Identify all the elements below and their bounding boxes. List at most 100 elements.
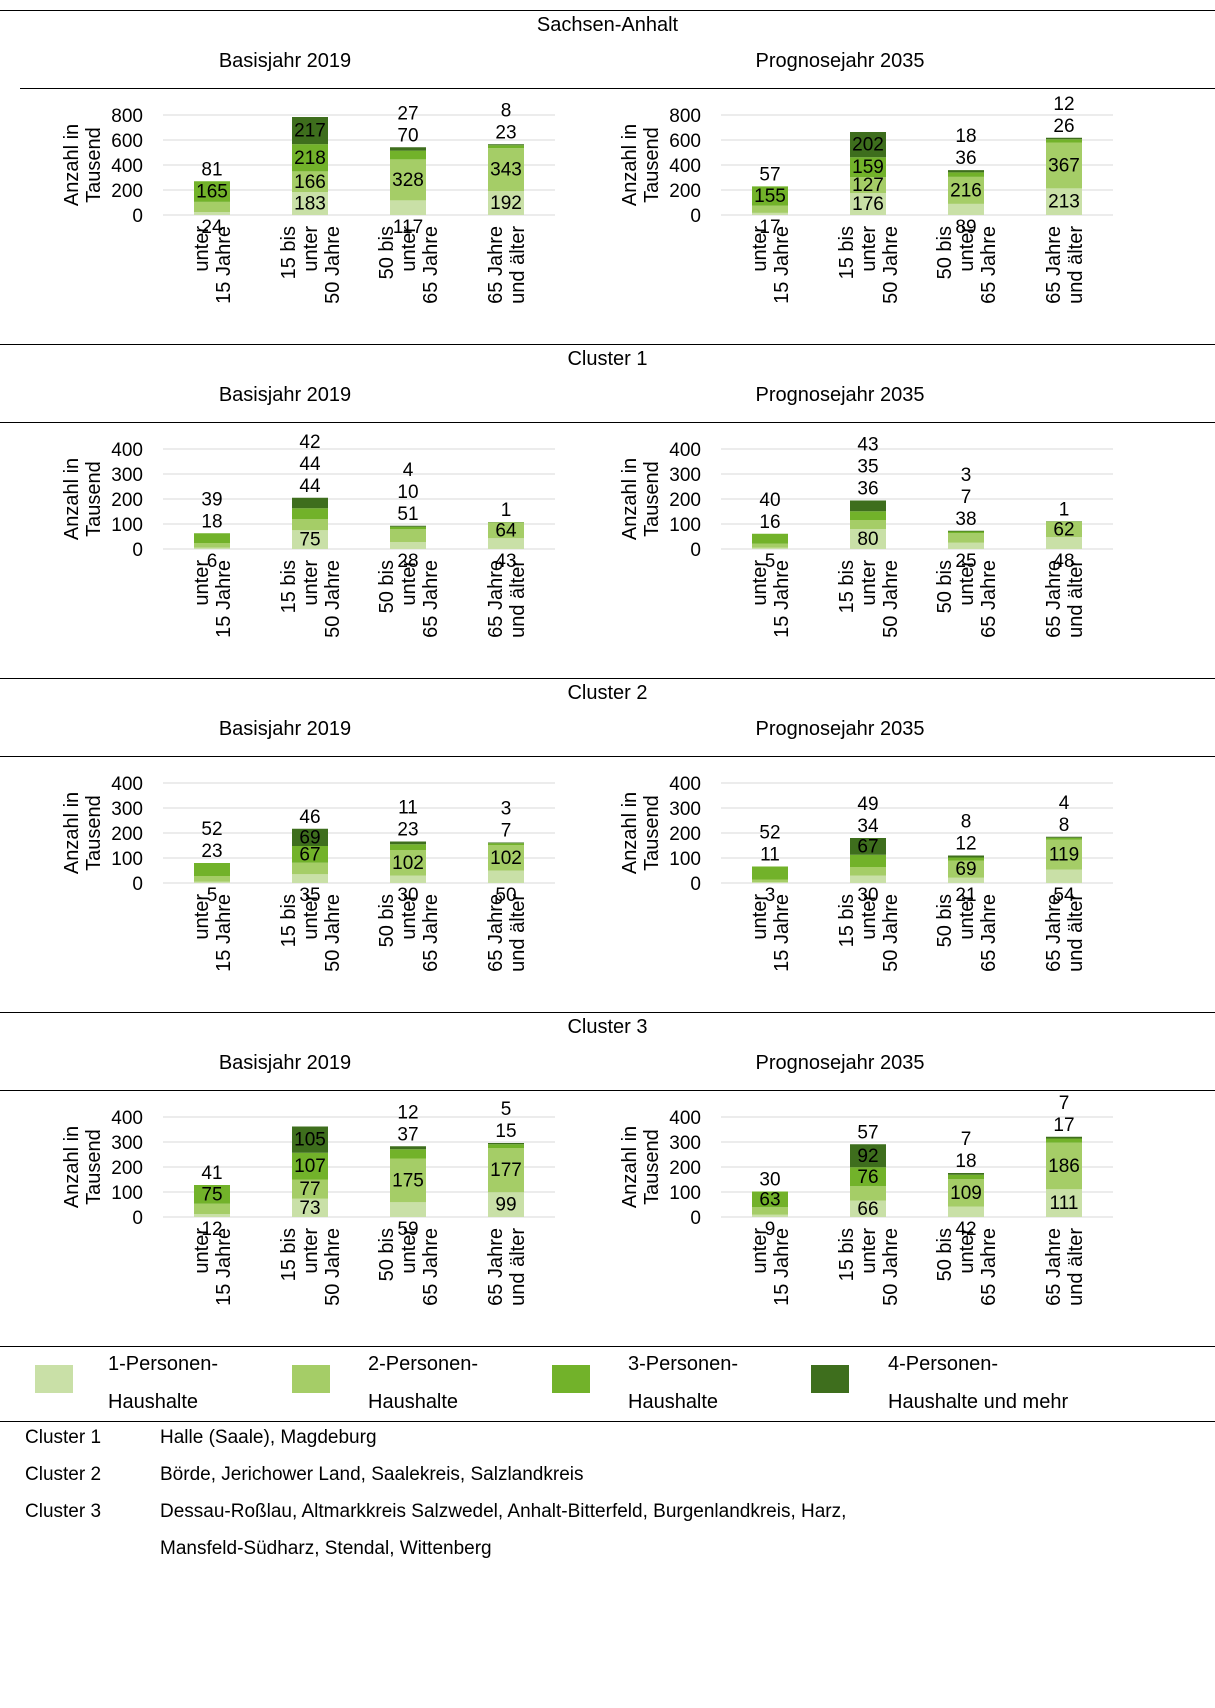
x-tick-label: 15 Jahre: [771, 1228, 793, 1306]
x-tick-label: und älter: [1065, 226, 1087, 304]
x-tick-label: 65 Jahre: [978, 560, 1000, 638]
data-label: 159: [852, 157, 884, 178]
data-label: 6: [207, 551, 218, 572]
legend-label-3: 3-Personen- Haushalte: [628, 1353, 739, 1413]
y-tick-label: 200: [111, 1158, 143, 1179]
x-tick-label: 65 Jahre: [1043, 560, 1065, 638]
note-text-cluster3-cont: Mansfeld-Südharz, Stendal, Wittenberg: [160, 1538, 492, 1559]
x-tick-label: 65 Jahre: [420, 226, 442, 304]
data-label: 155: [754, 186, 786, 207]
x-tick-label: 65 Jahre: [978, 226, 1000, 304]
bar-segment: [850, 1186, 886, 1201]
bar-segment: [292, 828, 328, 846]
y-tick-label: 0: [132, 1208, 143, 1229]
bar-segment: [390, 850, 426, 876]
y-tick-label: 400: [111, 440, 143, 461]
data-label: 3: [501, 799, 512, 820]
data-label: 5: [207, 885, 218, 906]
data-label: 92: [857, 1146, 878, 1167]
bar-segment: [948, 1173, 984, 1175]
x-tick-label: unter: [398, 894, 420, 940]
data-label: 17: [759, 217, 780, 238]
data-label: 62: [1053, 519, 1074, 540]
y-tick-label: 600: [111, 131, 143, 152]
bar-segment: [1046, 1189, 1082, 1217]
bar-segment: [850, 529, 886, 549]
x-tick-label: 65 Jahre: [1043, 226, 1065, 304]
bar-segment: [948, 533, 984, 543]
y-tick-label: 400: [669, 440, 701, 461]
data-label: 175: [392, 1170, 424, 1191]
data-label: 59: [397, 1219, 418, 1240]
bar-segment: [194, 543, 230, 548]
bar-segment: [390, 542, 426, 549]
y-axis-label: Anzahl inTausend: [61, 1126, 105, 1208]
x-tick-label: 15 Jahre: [771, 894, 793, 972]
bar-segment: [292, 846, 328, 863]
data-label: 176: [852, 194, 884, 215]
bar-segment: [194, 863, 230, 876]
data-label: 7: [961, 1129, 972, 1150]
x-tick-label: 50 bis: [376, 226, 398, 279]
data-label: 183: [294, 194, 326, 215]
data-label: 3: [765, 885, 776, 906]
data-label: 89: [955, 217, 976, 238]
x-tick-label: 50 bis: [934, 1228, 956, 1281]
data-label: 177: [490, 1160, 522, 1181]
x-tick-label: unter: [191, 226, 213, 272]
y-axis-label: Anzahl inTausend: [619, 458, 663, 540]
x-tick-label: 15 bis: [836, 560, 858, 613]
x-tick-label: unter: [956, 894, 978, 940]
x-tick-label: 65 Jahre: [485, 560, 507, 638]
y-axis-label: Anzahl inTausend: [61, 792, 105, 874]
x-tick-label: unter: [398, 1228, 420, 1274]
bar-segment: [948, 855, 984, 858]
bar-segment: [390, 1158, 426, 1203]
data-label: 107: [294, 1156, 326, 1177]
y-tick-label: 400: [669, 1108, 701, 1129]
data-label: 27: [397, 103, 418, 124]
x-tick-label: 15 Jahre: [213, 894, 235, 972]
bar-segment: [850, 875, 886, 883]
bar-segment: [1046, 537, 1082, 549]
bar-segment: [1046, 836, 1082, 838]
data-label: 30: [397, 885, 418, 906]
bar-segment: [390, 1149, 426, 1159]
data-label: 217: [294, 121, 326, 142]
y-tick-label: 200: [111, 824, 143, 845]
bar-segment: [292, 508, 328, 520]
data-label: 5: [501, 1099, 512, 1120]
section-rule: [0, 10, 1215, 11]
data-label: 5: [765, 551, 776, 572]
section-title: Sachsen-Anhalt: [536, 14, 679, 36]
bar-segment: [850, 1167, 886, 1187]
data-label: 30: [857, 885, 878, 906]
bar-segment: [194, 881, 230, 883]
x-tick-label: 50 bis: [376, 894, 398, 947]
data-label: 99: [495, 1195, 516, 1216]
legend-swatch-2: [292, 1365, 330, 1393]
x-tick-label: und älter: [1065, 894, 1087, 972]
data-label: 42: [299, 432, 320, 453]
data-label: 216: [950, 180, 982, 201]
data-label: 34: [857, 816, 879, 837]
y-tick-label: 800: [669, 106, 701, 127]
bar-segment: [488, 870, 524, 883]
bar-segment: [948, 1174, 984, 1180]
data-label: 69: [299, 827, 320, 848]
data-label: 9: [765, 1219, 776, 1240]
y-tick-label: 200: [669, 824, 701, 845]
y-tick-label: 100: [111, 515, 143, 536]
section-rule: [0, 422, 1215, 423]
data-label: 23: [495, 122, 516, 143]
bar-segment: [1046, 869, 1082, 883]
y-tick-label: 300: [111, 465, 143, 486]
note-text-cluster3: Dessau-Roßlau, Altmarkkreis Salzwedel, A…: [160, 1501, 847, 1522]
x-tick-label: unter: [300, 894, 322, 940]
legend-swatch-3: [552, 1365, 590, 1393]
legend-bottom-rule: [0, 1421, 1215, 1422]
x-tick-label: 50 Jahre: [322, 1228, 344, 1306]
x-tick-label: 65 Jahre: [978, 1228, 1000, 1306]
x-tick-label: 50 Jahre: [322, 894, 344, 972]
